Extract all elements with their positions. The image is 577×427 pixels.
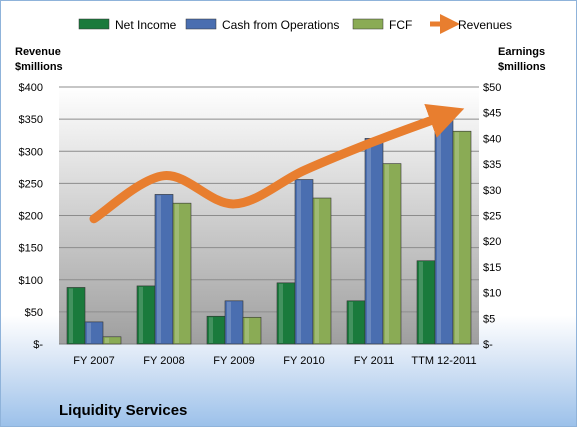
x-axis-ticks: FY 2007 FY 2008 FY 2009 FY 2010 FY 2011 TTM 1…: [73, 355, 476, 367]
x-tick-label: FY 2008: [143, 355, 184, 367]
right-tick-label: $35: [483, 159, 501, 171]
legend-label: Cash from Operations: [222, 18, 339, 32]
left-tick-label: $400: [19, 82, 43, 94]
right-axis-ticks: $- $5 $10 $15 $20 $25 $30 $35 $40 $45 $50: [483, 82, 501, 351]
bar-fcf: [102, 336, 122, 345]
bar-highlight: [385, 164, 389, 343]
x-tick-label: FY 2009: [213, 355, 254, 367]
right-tick-label: $20: [483, 236, 501, 248]
left-tick-label: $200: [19, 211, 43, 223]
bar-highlight: [349, 301, 353, 343]
left-tick-label: $50: [25, 307, 43, 319]
bar-net-income: [66, 287, 86, 345]
left-axis-title-line1: Revenue: [15, 46, 61, 58]
revenue-line: [89, 103, 465, 224]
legend-label: Revenues: [458, 18, 512, 32]
right-tick-label: $45: [483, 108, 501, 120]
bar-highlight: [297, 180, 301, 343]
bar-highlight: [157, 195, 161, 343]
x-tick-label: TTM 12-2011: [411, 355, 476, 367]
bar-highlight: [209, 317, 213, 343]
right-tick-label: $5: [483, 313, 495, 325]
bar-highlight: [175, 204, 179, 343]
x-tick-label: FY 2011: [354, 355, 395, 367]
bar-highlight: [455, 132, 459, 343]
bar-cash-from-operations: [84, 321, 104, 345]
right-tick-label: $30: [483, 185, 501, 197]
legend-swatch: [78, 18, 110, 30]
left-tick-label: $150: [19, 243, 43, 255]
legend-swatch: [352, 18, 384, 30]
bar-highlight: [367, 139, 371, 343]
legend-swatch: [185, 18, 217, 30]
right-tick-label: $10: [483, 288, 501, 300]
bar-highlight: [437, 111, 441, 343]
bar-highlight: [139, 286, 143, 343]
bar-fcf: [172, 202, 192, 345]
bar-highlight: [69, 288, 73, 343]
left-axis-ticks: $- $50 $100 $150 $200 $250 $300 $350 $400: [19, 82, 44, 351]
right-axis-title-line2: $millions: [498, 61, 546, 73]
gridlines: [59, 86, 479, 345]
left-tick-label: $250: [19, 178, 43, 190]
x-tick-label: FY 2010: [283, 355, 324, 367]
bar-highlight: [227, 301, 231, 343]
bar-highlight: [419, 261, 423, 343]
revenue-line-path: [89, 103, 465, 224]
bar-fcf: [312, 197, 332, 345]
left-axis-title-line2: $millions: [15, 61, 63, 73]
left-tick-label: $300: [19, 146, 43, 158]
right-tick-label: $50: [483, 82, 501, 94]
right-axis-title-line1: Earnings: [498, 46, 545, 58]
chart-title: Liquidity Services: [59, 402, 187, 419]
left-tick-label: $350: [19, 114, 43, 126]
legend-label: Net Income: [115, 18, 177, 32]
bar-fcf: [242, 316, 262, 345]
bar-highlight: [245, 318, 249, 343]
x-tick-label: FY 2007: [73, 355, 114, 367]
legend: Net Income Cash from Operations FCF Revenue…: [78, 14, 512, 34]
bar-highlight: [279, 283, 283, 343]
bar-highlight: [315, 199, 319, 343]
bar-highlight: [87, 322, 91, 343]
right-tick-label: $-: [483, 339, 493, 351]
left-tick-label: $-: [33, 339, 43, 351]
legend-label: FCF: [389, 18, 412, 32]
right-tick-label: $15: [483, 262, 501, 274]
right-tick-label: $25: [483, 211, 501, 223]
right-tick-label: $40: [483, 133, 501, 145]
bar-fcf: [382, 163, 402, 345]
bars: [66, 109, 472, 345]
bar-highlight: [105, 337, 109, 343]
left-tick-label: $100: [19, 275, 43, 287]
